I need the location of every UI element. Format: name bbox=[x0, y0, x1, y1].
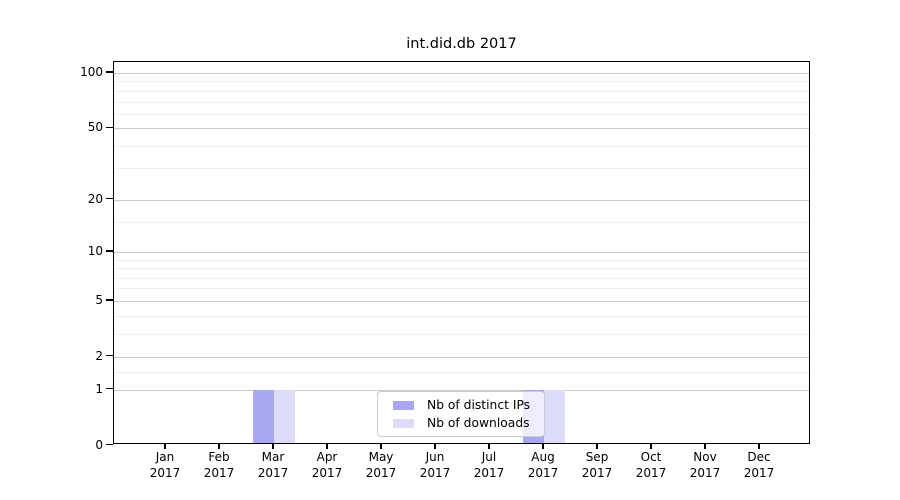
y-tick-label: 5 bbox=[95, 292, 103, 307]
x-tick-month: Apr bbox=[316, 450, 338, 464]
y-tick-label: 20 bbox=[87, 191, 103, 206]
x-tick-mark bbox=[650, 443, 652, 449]
x-tick-mark bbox=[488, 443, 490, 449]
x-tick-month: Aug bbox=[531, 450, 555, 464]
major-gridline bbox=[114, 199, 809, 201]
x-tick-month: Mar bbox=[261, 450, 285, 464]
minor-gridline bbox=[114, 259, 809, 261]
major-gridline bbox=[114, 251, 809, 253]
legend-label-distinct-ips: Nb of distinct IPs bbox=[427, 398, 531, 412]
major-gridline bbox=[114, 389, 809, 391]
legend-row: Nb of downloads bbox=[393, 416, 536, 430]
x-tick-label: Sep 2017 bbox=[567, 450, 627, 481]
x-tick-mark bbox=[272, 443, 274, 449]
major-gridline bbox=[114, 300, 809, 302]
minor-gridline bbox=[114, 371, 809, 373]
x-tick-month: Oct bbox=[640, 450, 662, 464]
x-tick-year: 2017 bbox=[365, 465, 397, 480]
x-tick-mark bbox=[218, 443, 220, 449]
x-tick-mark bbox=[434, 443, 436, 449]
y-tick-mark bbox=[106, 126, 113, 128]
x-tick-mark bbox=[704, 443, 706, 449]
x-tick-year: 2017 bbox=[473, 465, 505, 480]
y-tick-mark bbox=[106, 71, 113, 73]
x-tick-month: Feb bbox=[208, 450, 230, 464]
x-tick-label: Nov 2017 bbox=[675, 450, 735, 481]
minor-gridline bbox=[114, 277, 809, 279]
x-tick-label: Jul 2017 bbox=[459, 450, 519, 481]
x-tick-label: Dec 2017 bbox=[729, 450, 789, 481]
x-tick-year: 2017 bbox=[419, 465, 451, 480]
legend: Nb of distinct IPs Nb of downloads bbox=[377, 391, 545, 437]
x-tick-mark bbox=[542, 443, 544, 449]
x-tick-label: Jun 2017 bbox=[405, 450, 465, 481]
x-tick-year: 2017 bbox=[581, 465, 613, 480]
x-tick-year: 2017 bbox=[257, 465, 289, 480]
minor-gridline bbox=[114, 145, 809, 147]
x-tick-label: Mar 2017 bbox=[243, 450, 303, 481]
minor-gridline bbox=[114, 288, 809, 290]
y-tick-label: 10 bbox=[87, 243, 103, 258]
bar-aug-s1 bbox=[544, 389, 565, 443]
x-tick-month: Sep bbox=[585, 450, 609, 464]
x-tick-label: Aug 2017 bbox=[513, 450, 573, 481]
x-tick-label: Apr 2017 bbox=[297, 450, 357, 481]
major-gridline bbox=[114, 128, 809, 130]
y-tick-mark bbox=[106, 299, 113, 301]
chart-title: int.did.db 2017 bbox=[406, 36, 517, 52]
minor-gridline bbox=[114, 168, 809, 170]
y-tick-mark bbox=[106, 387, 113, 390]
y-tick-mark bbox=[106, 443, 113, 446]
x-tick-year: 2017 bbox=[311, 465, 343, 480]
y-tick-label: 50 bbox=[87, 120, 103, 135]
minor-gridline bbox=[114, 333, 809, 335]
bar-mar-s1 bbox=[274, 389, 295, 443]
bar-mar-s0 bbox=[253, 389, 274, 443]
x-tick-month: Dec bbox=[747, 450, 771, 464]
minor-gridline bbox=[114, 113, 809, 115]
plot-area bbox=[113, 61, 810, 444]
minor-gridline bbox=[114, 268, 809, 270]
x-tick-year: 2017 bbox=[743, 465, 775, 480]
minor-gridline bbox=[114, 315, 809, 317]
major-gridline bbox=[114, 73, 809, 75]
x-tick-month: Jan bbox=[155, 450, 175, 464]
minor-gridline bbox=[114, 81, 809, 83]
x-tick-mark bbox=[380, 443, 382, 449]
x-tick-label: Feb 2017 bbox=[189, 450, 249, 481]
legend-label-downloads: Nb of downloads bbox=[427, 416, 530, 430]
y-tick-label: 0 bbox=[95, 437, 103, 452]
x-tick-label: Oct 2017 bbox=[621, 450, 681, 481]
minor-gridline bbox=[114, 101, 809, 103]
x-tick-label: Jan 2017 bbox=[135, 450, 195, 481]
legend-swatch-downloads bbox=[393, 418, 414, 428]
minor-gridline bbox=[114, 90, 809, 92]
minor-gridline bbox=[114, 221, 809, 223]
x-tick-year: 2017 bbox=[149, 465, 181, 480]
x-tick-month: Nov bbox=[693, 450, 717, 464]
major-gridline bbox=[114, 356, 809, 358]
y-tick-mark bbox=[106, 198, 113, 200]
y-tick-mark bbox=[106, 355, 113, 357]
x-tick-mark bbox=[326, 443, 328, 449]
x-tick-year: 2017 bbox=[635, 465, 667, 480]
y-tick-label: 1 bbox=[95, 381, 103, 396]
x-tick-year: 2017 bbox=[527, 465, 559, 480]
legend-row: Nb of distinct IPs bbox=[393, 398, 536, 412]
y-tick-label: 2 bbox=[95, 348, 103, 363]
x-tick-year: 2017 bbox=[689, 465, 721, 480]
x-tick-mark bbox=[758, 443, 760, 449]
y-tick-mark bbox=[106, 250, 113, 252]
x-tick-year: 2017 bbox=[203, 465, 235, 480]
x-tick-mark bbox=[596, 443, 598, 449]
x-tick-mark bbox=[164, 443, 166, 449]
x-tick-month: Jun bbox=[425, 450, 445, 464]
x-tick-month: Jul bbox=[481, 450, 497, 464]
x-tick-month: May bbox=[368, 450, 394, 464]
y-tick-label: 100 bbox=[80, 65, 103, 80]
legend-swatch-distinct-ips bbox=[393, 400, 414, 410]
x-tick-label: May 2017 bbox=[351, 450, 411, 481]
